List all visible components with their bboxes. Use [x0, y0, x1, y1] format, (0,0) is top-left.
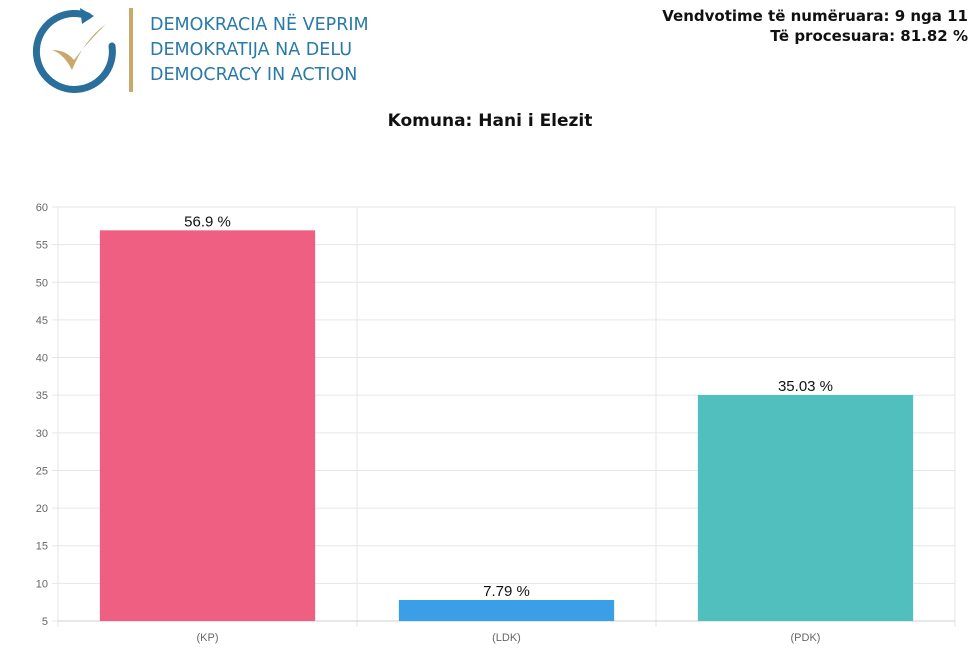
data-labels: 56.9 % 7.79 % 35.03 %	[184, 213, 833, 600]
brand-line-1: DEMOKRACIA NË VEPRIM	[150, 15, 369, 35]
brand-line-3: DEMOCRACY IN ACTION	[150, 65, 358, 85]
y-tick-label: 50	[36, 277, 48, 289]
data-label: 7.79 %	[483, 583, 530, 600]
y-tick-label: 25	[36, 465, 48, 477]
logo-check	[52, 24, 106, 70]
y-tick-label: 45	[36, 315, 48, 327]
x-axis-labels: (KP) (LDK) (PDK)	[197, 632, 821, 644]
data-label: 56.9 %	[184, 213, 231, 230]
x-tick-label: (LDK)	[492, 632, 521, 644]
x-tick-label: (KP)	[197, 632, 219, 644]
y-tick-label: 5	[42, 616, 48, 628]
processed-percent-text: Të procesuara: 81.82 %	[770, 27, 968, 45]
x-tick-label: (PDK)	[791, 632, 821, 644]
brand-lines: DEMOKRACIA NË VEPRIM DEMOKRATIJA NA DELU…	[150, 13, 369, 88]
brand-line-2: DEMOKRATIJA NA DELU	[150, 40, 353, 60]
y-tick-label: 20	[36, 503, 48, 515]
chart-title: Komuna: Hani i Elezit	[387, 111, 593, 131]
y-tick-label: 40	[36, 353, 48, 365]
bar-kp	[99, 230, 316, 622]
logo-arrow-head	[80, 8, 94, 24]
data-label: 35.03 %	[778, 378, 833, 395]
y-tick-label: 35	[36, 390, 48, 402]
y-tick-label: 60	[36, 202, 48, 214]
logo-ring	[32, 10, 116, 93]
y-tick-label: 15	[36, 541, 48, 553]
chart-bars	[99, 230, 914, 622]
counted-stations-text: Vendvotime të numëruara: 9 nga 11	[662, 7, 968, 25]
logo-divider	[129, 8, 133, 92]
y-tick-label: 10	[36, 578, 48, 590]
bar-ldk	[398, 599, 615, 621]
democracy-logo-icon	[32, 8, 116, 93]
y-tick-label: 30	[36, 428, 48, 440]
logo: DEMOKRACIA NË VEPRIM DEMOKRATIJA NA DELU…	[28, 4, 428, 96]
y-axis-labels: 5 10 15 20 25 30 35 40 45 50 55 60	[36, 202, 48, 628]
bar-pdk	[697, 394, 914, 621]
counting-status: Vendvotime të numëruara: 9 nga 11 Të pro…	[662, 6, 968, 46]
y-tick-label: 55	[36, 240, 48, 252]
